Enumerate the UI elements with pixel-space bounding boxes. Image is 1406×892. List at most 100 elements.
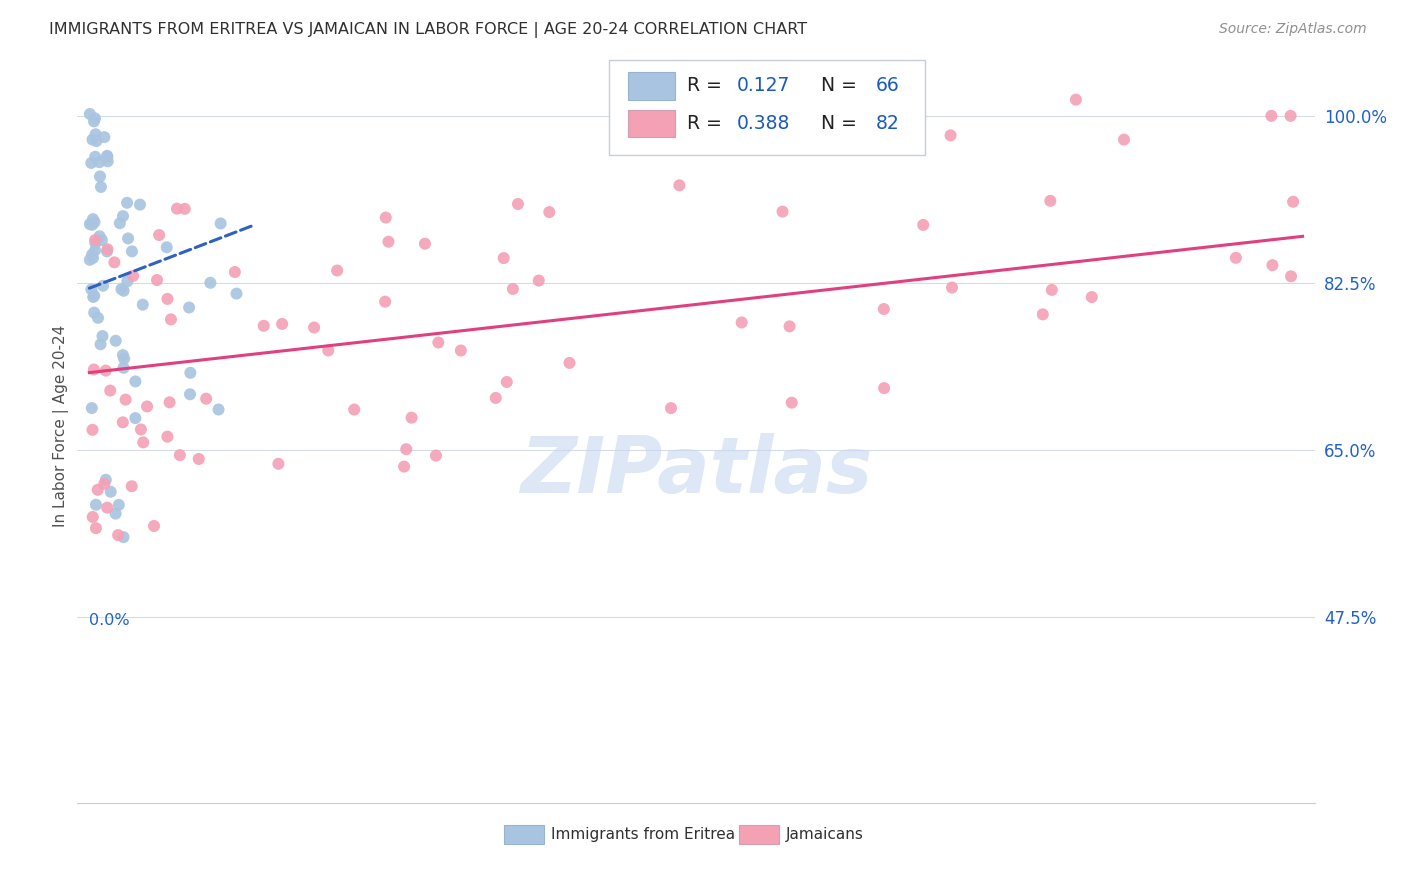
Point bbox=[107, 528, 129, 542]
Point bbox=[156, 430, 179, 444]
Y-axis label: In Labor Force | Age 20-24: In Labor Force | Age 20-24 bbox=[53, 325, 69, 527]
Point bbox=[84, 521, 107, 535]
Point bbox=[772, 204, 794, 219]
Text: 0.0%: 0.0% bbox=[90, 613, 129, 628]
Point bbox=[1279, 109, 1302, 123]
Point bbox=[343, 402, 366, 417]
Point bbox=[1112, 132, 1135, 146]
Point bbox=[84, 244, 107, 258]
Point bbox=[117, 274, 139, 288]
Point bbox=[103, 255, 125, 269]
Point bbox=[495, 375, 517, 389]
Point bbox=[79, 217, 101, 231]
Text: R =: R = bbox=[688, 114, 728, 133]
Point bbox=[97, 154, 120, 169]
Point bbox=[94, 363, 117, 377]
Point bbox=[83, 289, 105, 303]
Point bbox=[143, 519, 166, 533]
Text: Immigrants from Eritrea: Immigrants from Eritrea bbox=[551, 828, 735, 842]
Point bbox=[492, 251, 515, 265]
Point bbox=[941, 280, 963, 294]
FancyBboxPatch shape bbox=[740, 825, 779, 844]
Point bbox=[80, 282, 103, 296]
Point bbox=[267, 457, 290, 471]
Point bbox=[939, 128, 962, 143]
Point bbox=[121, 479, 143, 493]
Point bbox=[82, 251, 104, 265]
Point bbox=[1282, 194, 1305, 209]
Point bbox=[302, 320, 325, 334]
Point bbox=[668, 178, 690, 193]
Point bbox=[84, 498, 107, 512]
Point bbox=[1261, 258, 1284, 272]
Point bbox=[209, 217, 232, 231]
Point bbox=[82, 132, 104, 146]
Point bbox=[80, 156, 103, 170]
Point bbox=[110, 282, 132, 296]
Point bbox=[326, 263, 349, 277]
Point bbox=[401, 410, 423, 425]
Point bbox=[89, 155, 111, 169]
Point bbox=[779, 319, 801, 334]
Point bbox=[374, 294, 396, 309]
Point bbox=[187, 452, 209, 467]
Point bbox=[83, 114, 105, 128]
Point bbox=[821, 123, 844, 137]
Point bbox=[129, 197, 152, 211]
Text: N =: N = bbox=[808, 77, 862, 95]
Point bbox=[392, 459, 415, 474]
Point bbox=[195, 392, 218, 406]
Point bbox=[112, 360, 135, 375]
Point bbox=[111, 415, 134, 429]
Point bbox=[1040, 283, 1063, 297]
Point bbox=[177, 301, 200, 315]
Point bbox=[179, 387, 201, 401]
Point bbox=[111, 209, 134, 223]
Point bbox=[89, 169, 111, 184]
Point bbox=[1032, 307, 1054, 321]
Point bbox=[90, 233, 112, 247]
Point bbox=[253, 318, 276, 333]
Point bbox=[160, 312, 183, 326]
Point bbox=[159, 395, 181, 409]
Point bbox=[425, 449, 447, 463]
Point bbox=[96, 242, 118, 256]
Point bbox=[200, 276, 222, 290]
Point bbox=[148, 227, 170, 242]
Point bbox=[91, 329, 114, 343]
Point bbox=[91, 278, 114, 293]
Point bbox=[427, 335, 450, 350]
Text: ZIPatlas: ZIPatlas bbox=[520, 434, 872, 509]
Point bbox=[84, 236, 107, 251]
Point bbox=[86, 483, 108, 497]
Point bbox=[79, 252, 101, 267]
FancyBboxPatch shape bbox=[505, 825, 544, 844]
Point bbox=[83, 305, 105, 319]
Point bbox=[82, 423, 104, 437]
Text: 0.388: 0.388 bbox=[737, 114, 790, 133]
Point bbox=[485, 391, 508, 405]
Point bbox=[132, 298, 155, 312]
Point bbox=[84, 150, 107, 164]
Point bbox=[156, 292, 179, 306]
Point bbox=[558, 356, 581, 370]
Text: 82: 82 bbox=[876, 114, 898, 133]
Point bbox=[912, 218, 935, 232]
Point bbox=[173, 202, 195, 216]
Point bbox=[121, 244, 143, 259]
Point bbox=[111, 348, 134, 362]
Point bbox=[90, 180, 112, 194]
Point bbox=[1039, 194, 1062, 208]
Point bbox=[84, 112, 107, 126]
Point bbox=[271, 317, 294, 331]
Point bbox=[82, 212, 104, 227]
Point bbox=[225, 286, 247, 301]
FancyBboxPatch shape bbox=[609, 61, 925, 154]
Point bbox=[538, 205, 561, 219]
Point bbox=[146, 273, 169, 287]
Point bbox=[374, 211, 396, 225]
Point bbox=[122, 268, 145, 283]
Point bbox=[117, 231, 139, 245]
Point bbox=[780, 395, 803, 409]
Point bbox=[136, 400, 159, 414]
